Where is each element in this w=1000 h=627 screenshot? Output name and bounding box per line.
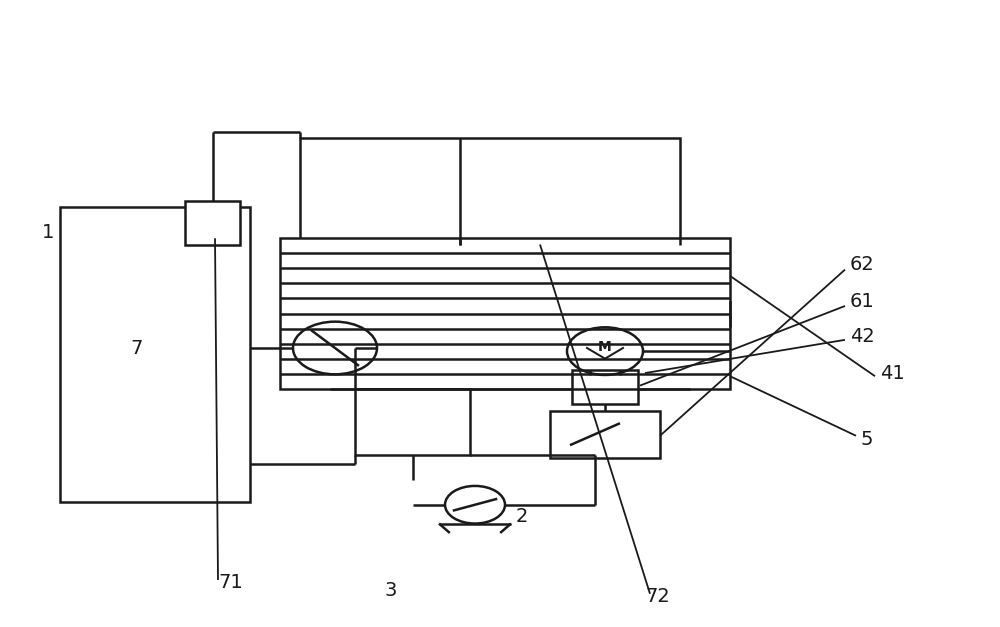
- Text: 42: 42: [850, 327, 875, 345]
- Text: 2: 2: [516, 507, 528, 525]
- Bar: [355, 389, 470, 455]
- Bar: [280, 238, 730, 389]
- Bar: [550, 411, 660, 458]
- Text: 1: 1: [42, 223, 54, 242]
- Text: 3: 3: [385, 581, 397, 599]
- Text: 41: 41: [880, 364, 905, 383]
- Text: 7: 7: [130, 339, 142, 358]
- Bar: [572, 370, 638, 404]
- Text: M: M: [598, 340, 612, 354]
- Text: 71: 71: [218, 573, 243, 592]
- Text: 61: 61: [850, 292, 875, 311]
- Text: 62: 62: [850, 255, 875, 273]
- Bar: [60, 207, 250, 502]
- Bar: [300, 138, 680, 245]
- Bar: [185, 201, 240, 245]
- Text: 5: 5: [860, 430, 872, 449]
- Text: 72: 72: [645, 587, 670, 606]
